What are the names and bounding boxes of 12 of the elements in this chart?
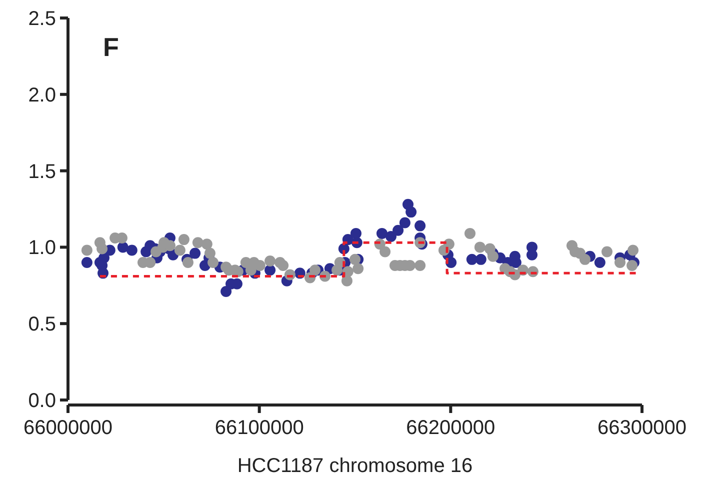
y-tick-label: 1.5	[28, 160, 56, 183]
y-tick-label: 0.5	[28, 314, 56, 336]
x-tick-label: 66100000	[214, 417, 304, 439]
x-tick-label: 66000000	[24, 417, 112, 439]
y-tick-label: 2.5	[28, 8, 56, 30]
y-tick-label: 2.0	[28, 84, 56, 106]
y-tick-label: 1.0	[28, 237, 56, 260]
x-tick-label: 66300000	[598, 417, 686, 439]
annotation: F	[103, 32, 119, 62]
x-axis-title: HCC1187 chromosome 16	[237, 455, 473, 477]
y-tick-label: 0.0	[28, 390, 56, 412]
x-tick-label: 66200000	[406, 417, 496, 439]
